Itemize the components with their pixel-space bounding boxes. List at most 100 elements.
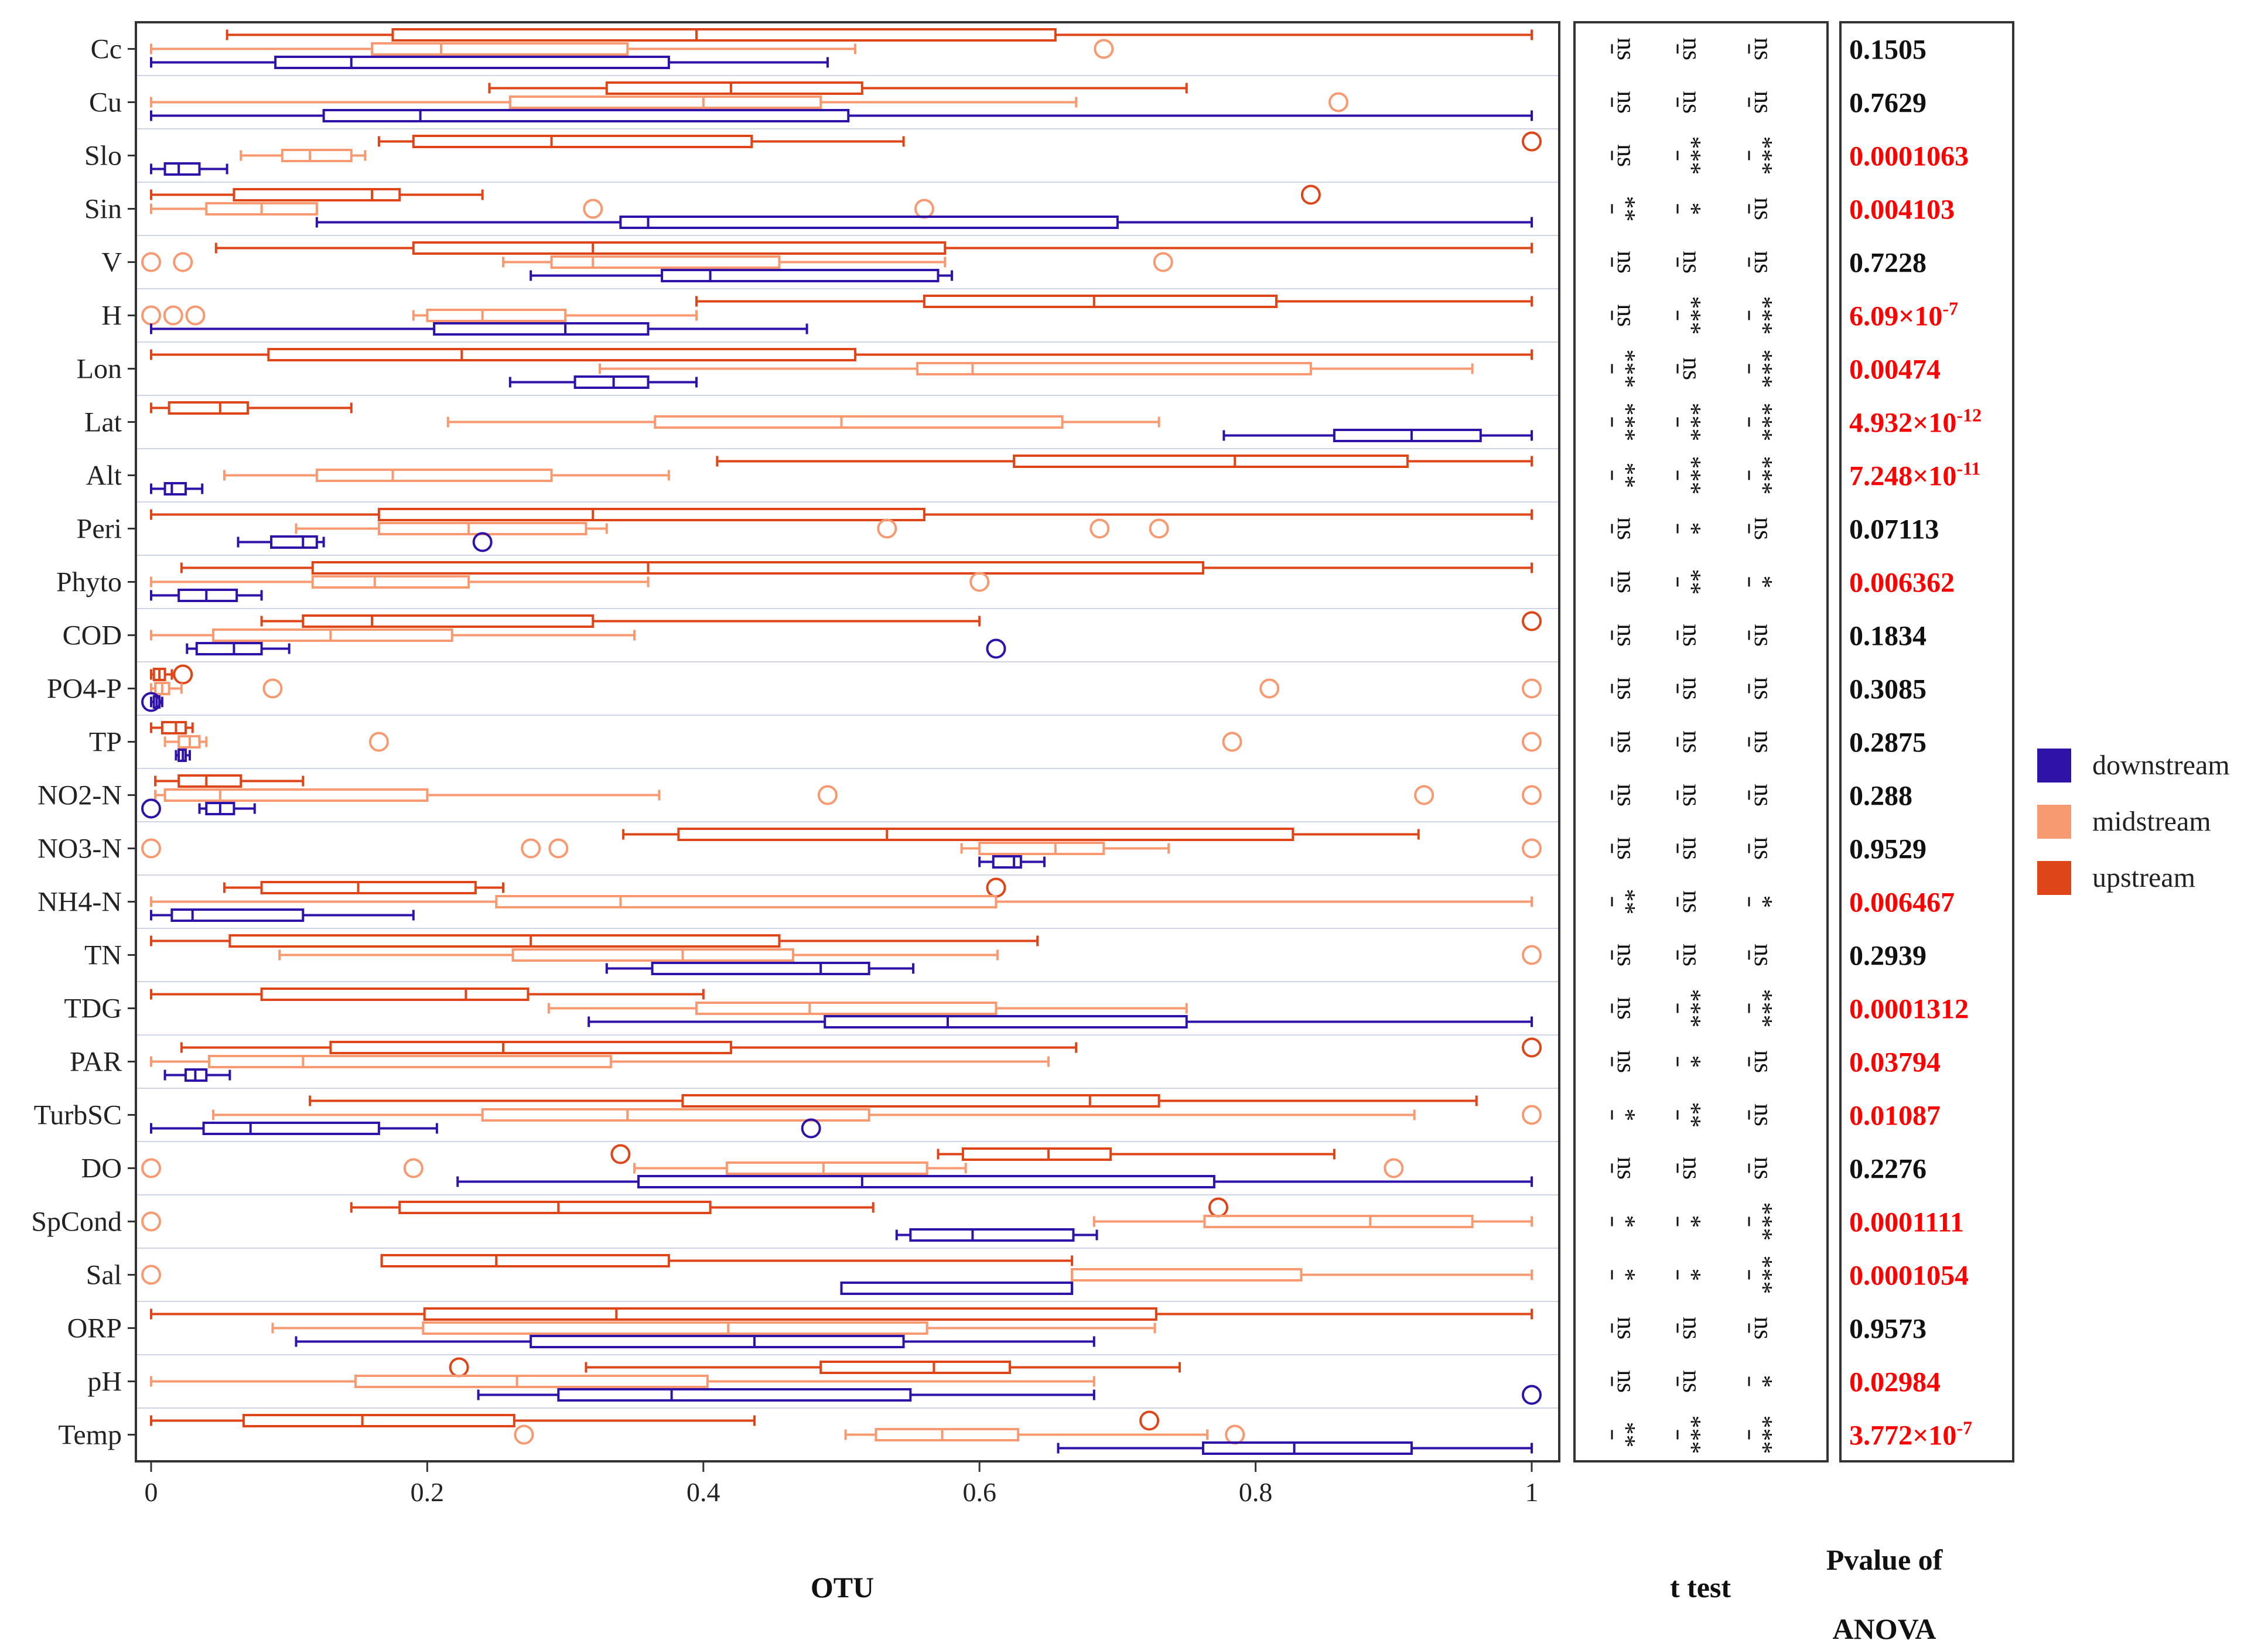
row-label-Phyto: Phyto (56, 567, 122, 598)
ttest-mark: *** (1748, 456, 1778, 495)
pvalue-Cc: 0.1505 (1849, 35, 1927, 66)
ttest-mark: * (1676, 1055, 1706, 1068)
box-down-Temp (1057, 1441, 1533, 1455)
ttest-mark-text: ** (1612, 889, 1641, 915)
box-down-DO (456, 1175, 1533, 1188)
ttest-mark-text: * (1678, 1215, 1706, 1228)
box-down-TurbSC (150, 1118, 821, 1139)
box-mid-Peri (295, 518, 1169, 539)
box-down-Alt (150, 482, 204, 496)
legend-swatch-midstream (2037, 805, 2071, 839)
ttest-mark: * (1748, 576, 1778, 589)
ttest-mark: ns (1676, 784, 1706, 807)
box-up-TDG (150, 987, 705, 1001)
box-mid-PAR (150, 1055, 1050, 1068)
ttest-mark: *** (1748, 350, 1778, 388)
ttest-mark: ns (1676, 1317, 1706, 1340)
ttest-mark-text: ns (1678, 730, 1706, 753)
ttest-mark: ns (1676, 624, 1706, 647)
outlier-point (141, 1211, 161, 1232)
x-axis: 0 0.2 0.4 0.6 0.8 1 (145, 1461, 1539, 1507)
box-iqr (260, 881, 477, 894)
ttest-mark-text: * (1612, 1215, 1641, 1228)
ttest-mark-text: *** (1749, 350, 1778, 388)
box-down-H (150, 322, 808, 336)
ttest-mark: ns (1748, 91, 1778, 114)
ttest-mark-text: ns (1612, 730, 1641, 753)
pvalue-TP: 0.2875 (1849, 727, 1927, 758)
box-down-pH (477, 1385, 1542, 1405)
outlier-point (1089, 518, 1110, 539)
ttest-mark: ns (1676, 357, 1706, 380)
ttest-mark: ns (1611, 944, 1641, 966)
box-down-NO3-N (978, 855, 1046, 869)
ttest-mark-text: * (1749, 576, 1778, 589)
box-iqr (270, 535, 318, 549)
row-label-pH: pH (87, 1366, 122, 1397)
row-label-TurbSC: TurbSC (34, 1100, 122, 1131)
ttest-mark: ns (1748, 197, 1778, 220)
ttest-mark: ** (1611, 1422, 1641, 1448)
ttest-mark-text: ns (1749, 197, 1778, 220)
box-iqr (329, 1041, 732, 1054)
box-mid-V (141, 252, 1173, 272)
ttest-mark: *** (1676, 403, 1706, 442)
ttest-mark-text: ns (1612, 784, 1641, 807)
box-iqr (1013, 455, 1409, 468)
box-down-PAR (163, 1068, 231, 1082)
box-up-Cc (226, 28, 1533, 42)
box-down-Cc (150, 56, 829, 69)
box-iqr (661, 269, 940, 282)
ttest-mark-text: ns (1612, 1050, 1641, 1073)
box-mid-Alt (223, 469, 670, 482)
box-iqr (163, 788, 429, 802)
box-down-Slo (150, 162, 228, 176)
box-down-Lon (508, 375, 698, 389)
ttest-mark: *** (1748, 1256, 1778, 1294)
ttest-mark: * (1611, 1109, 1641, 1122)
x-tick-label: 0.6 (962, 1477, 996, 1507)
outlier-point (1522, 1037, 1542, 1058)
row-bands (136, 75, 1559, 1409)
ttest-mark-text: * (1612, 1109, 1641, 1122)
box-up-Sal (380, 1254, 1074, 1267)
ttest-mark-text: ns (1678, 1317, 1706, 1340)
outlier-point (163, 305, 183, 326)
box-iqr (177, 774, 242, 788)
pvalue-NO2-N: 0.288 (1849, 781, 1912, 812)
row-label-ORP: ORP (67, 1313, 122, 1344)
outlier-point (521, 838, 541, 859)
ttest-mark-text: ns (1678, 1370, 1706, 1393)
box-iqr (274, 56, 670, 69)
box-iqr (371, 42, 629, 56)
box-mid-NH4-N (150, 895, 1533, 908)
box-mid-Sal (141, 1265, 1533, 1285)
box-down-TN (605, 962, 915, 975)
outlier-point (1522, 732, 1542, 752)
outlier-point (877, 518, 897, 539)
ttest-mark-text: ** (1678, 569, 1706, 595)
box-up-COD (260, 611, 1542, 631)
ttest-mark: *** (1748, 1416, 1778, 1454)
box-iqr (311, 575, 470, 589)
outlier-point (1522, 131, 1542, 152)
ttest-mark-text: * (1678, 1055, 1706, 1068)
ttest-mark-text: *** (1678, 456, 1706, 495)
ttest-mark-text: *** (1749, 1202, 1778, 1241)
pvalue-PAR: 0.03794 (1849, 1047, 1941, 1078)
box-iqr (212, 628, 453, 642)
outlier-point (1522, 838, 1542, 859)
ttest-mark-text: ns (1678, 944, 1706, 966)
ttest-mark-text: ** (1612, 463, 1641, 488)
box-iqr (557, 1388, 912, 1402)
row-label-Slo: Slo (84, 141, 122, 172)
outlier-point (403, 1158, 423, 1178)
ttest-mark: ** (1611, 463, 1641, 488)
outlier-point (583, 199, 603, 219)
box-up-pH (449, 1357, 1181, 1378)
outlier-point (514, 1424, 534, 1445)
ttest-mark-text: ns (1612, 837, 1641, 860)
pvalue-Phyto: 0.006362 (1849, 568, 1955, 599)
ttest-mark: *** (1611, 350, 1641, 388)
